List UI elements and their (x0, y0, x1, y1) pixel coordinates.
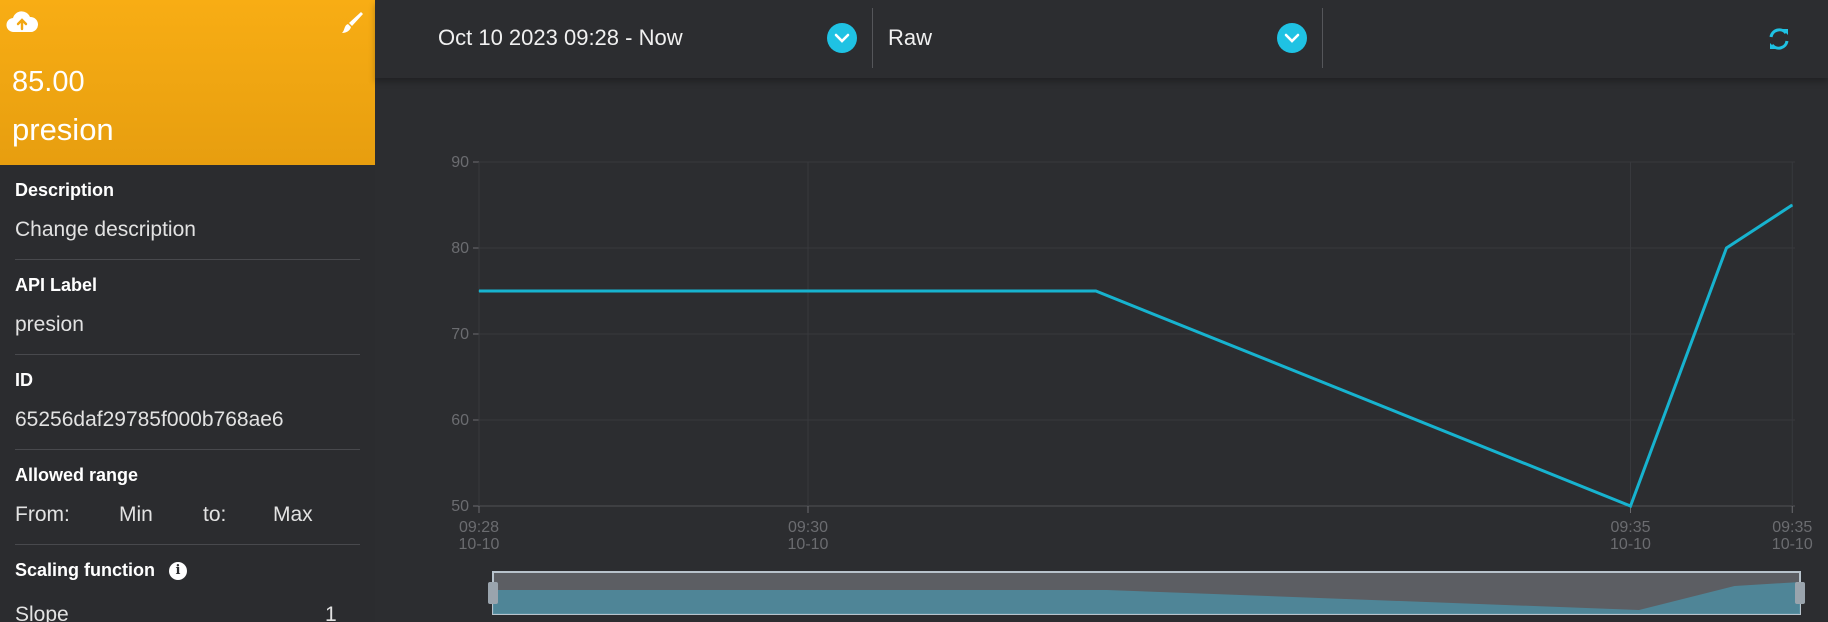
allowed-range-label: Allowed range (15, 465, 139, 485)
data-point (1725, 247, 1727, 249)
x-tick-date: 10-10 (788, 536, 829, 553)
chevron-down-icon[interactable] (827, 23, 857, 53)
x-tick-date: 10-10 (1772, 536, 1813, 553)
navigator-area (493, 582, 1800, 614)
variable-card: 85.00 presion (0, 0, 375, 165)
data-point (1630, 505, 1631, 507)
range-to-label: to: (203, 503, 227, 526)
description-value[interactable]: Change description (15, 218, 196, 241)
data-point (1791, 204, 1793, 206)
toolbar-divider (872, 8, 873, 68)
scaling-function-text: Scaling function (15, 560, 156, 580)
properties-panel: Description Change description API Label… (0, 165, 375, 622)
x-tick-date: 10-10 (1610, 536, 1651, 553)
cloud-upload-icon[interactable] (6, 10, 38, 36)
y-tick-label: 60 (451, 412, 469, 429)
id-label: ID (15, 370, 33, 390)
navigator-handle-left[interactable] (488, 582, 498, 604)
x-tick-time: 09:35 (1610, 519, 1650, 536)
timeseries-chart[interactable]: 506070809009:2810-1009:3010-1009:3510-10… (375, 90, 1828, 622)
series-line (479, 203, 1794, 508)
scaling-function-label: Scaling function i (15, 560, 188, 581)
description-section: Description Change description (15, 165, 360, 260)
api-label-section: API Label presion (15, 260, 360, 355)
x-tick-time: 09:35 (1772, 519, 1812, 536)
refresh-icon[interactable] (1766, 26, 1792, 52)
allowed-range-section: Allowed range From: Min to: Max (15, 450, 360, 545)
range-min-value[interactable]: Min (119, 503, 153, 526)
id-value: 65256daf29785f000b768ae6 (15, 408, 284, 431)
variable-sidebar: 85.00 presion Description Change descrip… (0, 0, 375, 622)
y-tick-label: 50 (451, 498, 469, 515)
chart-toolbar: Oct 10 2023 09:28 - Now Raw (375, 0, 1828, 78)
y-tick-label: 90 (451, 154, 469, 171)
chart-area: Oct 10 2023 09:28 - Now Raw 50 60 70 80 90 09… (375, 0, 1828, 622)
api-label-value[interactable]: presion (15, 313, 84, 336)
scaling-function-section: Scaling function i Slope 1 (15, 545, 360, 622)
aggregation-dropdown[interactable]: Raw (873, 8, 1323, 68)
variable-name[interactable]: presion (12, 112, 114, 147)
y-tick-label: 70 (451, 326, 469, 343)
y-tick-label: 80 (451, 240, 469, 257)
id-section: ID 65256daf29785f000b768ae6 (15, 355, 360, 450)
slope-label: Slope (15, 603, 69, 622)
data-point (478, 290, 480, 292)
navigator-handle-right[interactable] (1795, 582, 1805, 604)
brush-icon[interactable] (339, 10, 365, 36)
date-range-dropdown[interactable]: Oct 10 2023 09:28 - Now (375, 8, 873, 68)
x-tick-time: 09:30 (788, 519, 828, 536)
toolbar-divider (1322, 8, 1323, 68)
chevron-down-icon[interactable] (1277, 23, 1307, 53)
date-range-text: Oct 10 2023 09:28 - Now (438, 25, 683, 50)
x-tick-date: 10-10 (459, 536, 500, 553)
info-icon[interactable]: i (169, 562, 188, 581)
aggregation-text: Raw (888, 25, 933, 50)
range-max-value[interactable]: Max (273, 503, 313, 526)
slope-value[interactable]: 1 (325, 603, 337, 622)
variable-last-value: 85.00 (12, 66, 85, 98)
api-label-label: API Label (15, 275, 98, 295)
description-label: Description (15, 180, 115, 200)
range-from-label: From: (15, 503, 70, 526)
data-point (1095, 290, 1097, 292)
x-tick-time: 09:28 (459, 519, 499, 536)
